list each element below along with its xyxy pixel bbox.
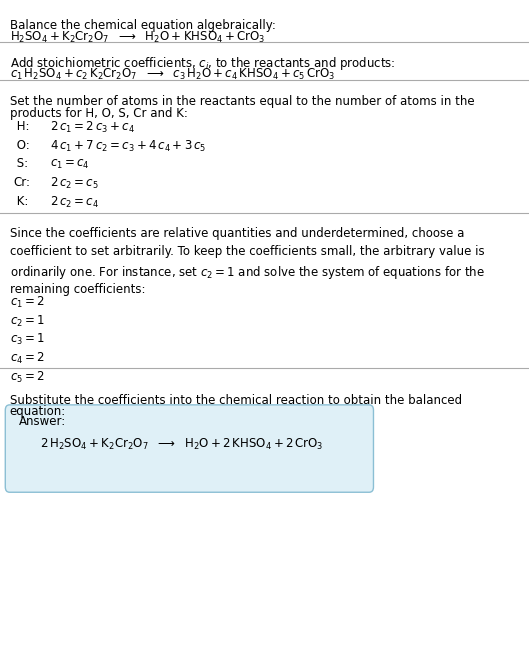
Text: $c_2 = 1$: $c_2 = 1$: [10, 313, 44, 329]
Text: $4\,c_1 + 7\,c_2 = c_3 + 4\,c_4 + 3\,c_5$: $4\,c_1 + 7\,c_2 = c_3 + 4\,c_4 + 3\,c_5…: [50, 139, 207, 154]
Text: $c_1 = 2$: $c_1 = 2$: [10, 295, 44, 310]
Text: $c_1 = c_4$: $c_1 = c_4$: [50, 157, 90, 171]
Text: Answer:: Answer:: [19, 415, 66, 428]
Text: ordinarily one. For instance, set $c_2 = 1$ and solve the system of equations fo: ordinarily one. For instance, set $c_2 =…: [10, 264, 485, 281]
Text: $2\,c_2 = c_5$: $2\,c_2 = c_5$: [50, 176, 99, 191]
Text: $c_5 = 2$: $c_5 = 2$: [10, 370, 44, 385]
Text: Cr:: Cr:: [13, 176, 30, 189]
Text: $\mathrm{H_2SO_4 + K_2Cr_2O_7}$  $\longrightarrow$  $\mathrm{H_2O + KHSO_4 + CrO: $\mathrm{H_2SO_4 + K_2Cr_2O_7}$ $\longri…: [10, 30, 265, 45]
Text: coefficient to set arbitrarily. To keep the coefficients small, the arbitrary va: coefficient to set arbitrarily. To keep …: [10, 245, 484, 258]
Text: $c_4 = 2$: $c_4 = 2$: [10, 351, 44, 366]
Text: remaining coefficients:: remaining coefficients:: [10, 283, 145, 295]
Text: $2\,c_2 = c_4$: $2\,c_2 = c_4$: [50, 195, 99, 210]
Text: $2\,c_1 = 2\,c_3 + c_4$: $2\,c_1 = 2\,c_3 + c_4$: [50, 120, 135, 135]
Text: $c_3 = 1$: $c_3 = 1$: [10, 332, 44, 348]
Text: products for H, O, S, Cr and K:: products for H, O, S, Cr and K:: [10, 107, 187, 119]
Text: H:: H:: [13, 120, 30, 133]
Text: Set the number of atoms in the reactants equal to the number of atoms in the: Set the number of atoms in the reactants…: [10, 95, 474, 107]
Text: O:: O:: [13, 139, 30, 151]
Text: $2\,\mathrm{H_2SO_4} + \mathrm{K_2Cr_2O_7}$  $\longrightarrow$  $\mathrm{H_2O} +: $2\,\mathrm{H_2SO_4} + \mathrm{K_2Cr_2O_…: [40, 437, 323, 452]
Text: Since the coefficients are relative quantities and underdetermined, choose a: Since the coefficients are relative quan…: [10, 227, 464, 239]
Text: Add stoichiometric coefficients, $c_i$, to the reactants and products:: Add stoichiometric coefficients, $c_i$, …: [10, 55, 395, 71]
Text: K:: K:: [13, 195, 29, 207]
Text: S:: S:: [13, 157, 29, 170]
Text: equation:: equation:: [10, 405, 66, 418]
Text: Balance the chemical equation algebraically:: Balance the chemical equation algebraica…: [10, 19, 276, 31]
FancyBboxPatch shape: [5, 405, 373, 492]
Text: Substitute the coefficients into the chemical reaction to obtain the balanced: Substitute the coefficients into the che…: [10, 394, 462, 406]
Text: $c_1\,\mathrm{H_2SO_4} + c_2\,\mathrm{K_2Cr_2O_7}$  $\longrightarrow$  $c_3\,\ma: $c_1\,\mathrm{H_2SO_4} + c_2\,\mathrm{K_…: [10, 67, 335, 82]
